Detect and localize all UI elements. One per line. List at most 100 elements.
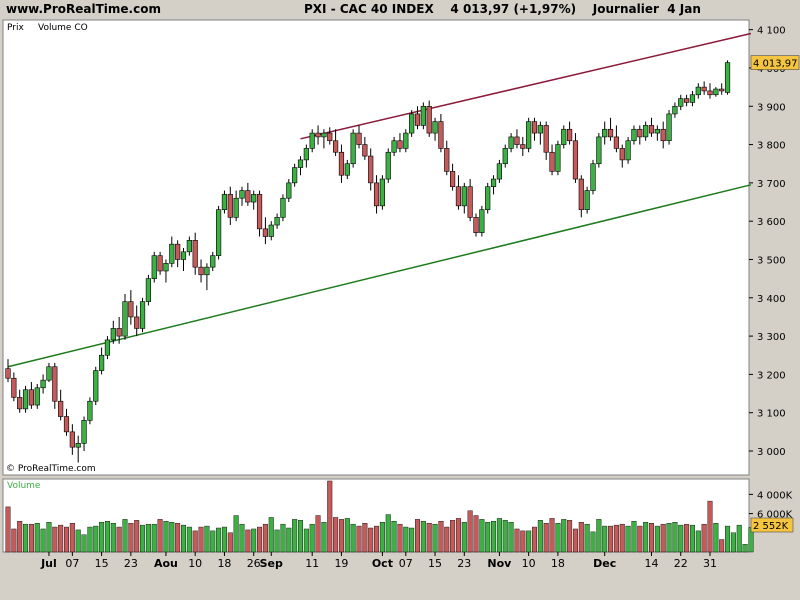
volume-bar <box>309 523 315 553</box>
price-axis: 3 000 3 100 3 200 3 300 3 400 3 500 3 600 3 700… <box>749 26 786 458</box>
volume-bar <box>561 519 567 553</box>
candle <box>473 213 479 237</box>
volume-bar <box>660 523 666 553</box>
candle <box>572 133 579 183</box>
volume-bar <box>672 522 678 553</box>
volume-bar <box>625 525 631 553</box>
candle <box>566 121 573 145</box>
x-tick-label: Jul <box>40 557 57 570</box>
candle <box>315 125 321 145</box>
volume-bar <box>403 526 409 553</box>
volume-bar <box>461 522 467 553</box>
volume-bar <box>11 528 17 553</box>
candle <box>707 83 713 99</box>
volume-bar <box>116 526 122 553</box>
price-tick-label: 3 100 <box>757 409 786 420</box>
candle <box>689 90 696 107</box>
price-tick-label: 3 700 <box>757 179 786 190</box>
volume-bar <box>397 523 403 553</box>
candle <box>666 110 672 145</box>
volume-bar <box>678 524 684 553</box>
x-tick-label: Nov <box>487 557 512 570</box>
price-tick-label: 3 300 <box>757 332 786 343</box>
volume-bar <box>637 525 643 553</box>
candle <box>268 221 274 241</box>
candle <box>251 190 257 210</box>
candle <box>63 408 70 436</box>
candle <box>432 117 438 141</box>
candle <box>350 129 356 168</box>
volume-axis: 6 000K 4 000K <box>749 490 793 521</box>
volume-bar <box>725 525 731 553</box>
volume-bar <box>262 523 268 553</box>
candle <box>602 121 608 145</box>
volume-bar <box>280 523 286 553</box>
volume-bar <box>742 544 748 553</box>
volume-bar <box>684 523 690 553</box>
candle <box>344 159 350 180</box>
candle <box>210 251 216 271</box>
volume-bar <box>327 480 333 553</box>
volume-bar <box>631 521 637 553</box>
volume-bar <box>713 523 719 553</box>
candle <box>110 320 116 344</box>
volume-bar <box>344 518 350 553</box>
price-tick-label: 3 500 <box>757 255 786 266</box>
candle <box>5 359 11 383</box>
volume-bar <box>163 521 169 553</box>
volume-bar <box>479 519 485 553</box>
candle <box>537 121 543 145</box>
candle <box>151 251 157 283</box>
x-tick-label: 15 <box>428 557 442 570</box>
volume-bar <box>654 525 660 553</box>
candle <box>262 217 269 245</box>
candle <box>578 175 584 218</box>
volume-bar <box>104 521 110 553</box>
volume-bar <box>251 528 257 553</box>
volume-bar <box>157 519 163 553</box>
candle <box>555 140 561 176</box>
x-tick-label: 07 <box>65 557 79 570</box>
candle <box>420 102 426 130</box>
x-tick-label: Sep <box>260 557 283 570</box>
candle <box>40 374 46 394</box>
candle <box>52 362 58 409</box>
volume-bar <box>17 521 23 553</box>
candle <box>444 140 450 176</box>
candle <box>116 316 122 344</box>
chart-title: PXI - CAC 40 INDEX 4 013,97 (+1,97%) Jou… <box>304 2 701 16</box>
candle <box>227 186 233 226</box>
volume-bar <box>578 522 584 553</box>
candle <box>46 362 52 383</box>
volume-bar <box>537 520 543 553</box>
candle <box>274 213 280 229</box>
volume-bar <box>46 522 52 553</box>
volume-bar <box>368 527 374 553</box>
candle <box>280 194 286 222</box>
candle <box>654 125 660 141</box>
volume-bar <box>169 522 175 553</box>
candle <box>338 144 345 183</box>
volume-bar <box>28 523 34 553</box>
x-tick-label: 23 <box>457 557 471 570</box>
candle <box>368 148 374 191</box>
candle <box>713 87 719 97</box>
candle <box>596 133 602 168</box>
x-tick-label: 10 <box>522 557 536 570</box>
volume-bar <box>613 524 619 553</box>
volume-bar <box>151 523 157 553</box>
candle <box>297 156 304 176</box>
candle <box>11 372 17 402</box>
site-name[interactable]: www.ProRealTime.com <box>6 2 161 16</box>
candle <box>34 383 40 409</box>
candle <box>169 236 175 268</box>
candle <box>543 121 549 160</box>
candle <box>490 175 497 195</box>
volume-bar <box>689 524 695 553</box>
candle <box>81 416 87 452</box>
candle <box>198 259 204 283</box>
chart-header: www.ProRealTime.com PXI - CAC 40 INDEX 4… <box>0 0 800 20</box>
volume-bar <box>643 522 649 553</box>
candle <box>385 148 391 183</box>
